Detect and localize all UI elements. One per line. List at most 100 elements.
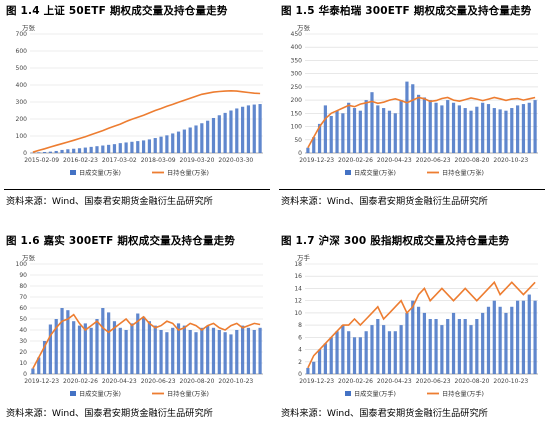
legend-label: 日成交量(万张)	[79, 169, 121, 177]
y-tick-label: 90	[19, 272, 27, 279]
volume-bar	[463, 108, 467, 153]
volume-bar	[235, 108, 239, 153]
volume-bar	[475, 319, 479, 374]
y-tick-label: 50	[294, 137, 302, 144]
x-tick-label: 2019-12-23	[299, 378, 334, 385]
y-tick-label: 14	[294, 285, 302, 292]
volume-bar	[364, 331, 368, 374]
x-tick-label: 2020-06-23	[416, 157, 451, 164]
x-tick-label: 2020-08-20	[455, 378, 490, 385]
volume-bar	[124, 142, 128, 153]
volume-bar	[206, 325, 210, 374]
volume-bar	[176, 131, 181, 153]
volume-bar	[66, 149, 70, 153]
volume-bar	[241, 325, 245, 374]
volume-bar	[498, 109, 502, 153]
volume-bar	[77, 148, 82, 153]
y-tick-label: 350	[291, 57, 303, 64]
volume-bar	[95, 319, 99, 374]
x-tick-label: 2020-06-23	[416, 378, 451, 385]
volume-bar	[323, 105, 327, 153]
y-tick-label: 2	[298, 359, 302, 366]
volume-bar	[422, 312, 427, 374]
y-tick-label: 100	[291, 124, 303, 131]
x-tick-label: 2020-02-26	[338, 378, 373, 385]
y-tick-label: 0	[23, 150, 27, 157]
chart-panel-1: 图 1.4 上证 50ETF 期权成交量及持仓量走势 万张 0 100 200 300 4…	[0, 0, 275, 210]
y-tick-label: 60	[19, 305, 27, 312]
volume-bar	[211, 327, 216, 374]
y-tick-label: 18	[294, 261, 302, 268]
volume-bar	[347, 331, 351, 374]
volume-bar	[153, 138, 157, 153]
volume-bar	[510, 108, 514, 153]
volume-bar	[504, 312, 508, 374]
volume-bar	[516, 300, 520, 374]
volume-bar	[159, 330, 163, 374]
volume-bar	[217, 115, 221, 153]
volume-bar	[83, 147, 87, 153]
volume-bar	[37, 152, 41, 153]
y-tick-label: 300	[16, 99, 28, 106]
y-tick-label: 300	[291, 71, 303, 78]
volume-bar	[246, 105, 251, 153]
volume-bar	[341, 325, 345, 374]
volume-bar	[252, 104, 256, 153]
volume-bar	[312, 137, 316, 153]
volume-bar	[60, 308, 64, 374]
legend-swatch-bar	[345, 170, 351, 175]
y-tick-label: 150	[291, 110, 303, 117]
volume-bar	[229, 110, 233, 153]
legend-label: 日成交量(万手)	[354, 390, 396, 398]
source-note: 资料来源：Wind、国泰君安期货金融衍生品研究所	[6, 196, 213, 207]
volume-bar	[393, 331, 397, 374]
volume-bar	[440, 105, 444, 153]
volume-bar	[141, 316, 146, 374]
x-tick-label: 2016-02-23	[63, 157, 98, 164]
y-tick-label: 10	[294, 310, 302, 317]
volume-bar	[101, 145, 105, 153]
y-axis-unit: 万张	[297, 23, 311, 32]
y-tick-label: 200	[16, 116, 28, 123]
chart-title: 图 1.4 上证 50ETF 期权成交量及持仓量走势	[6, 5, 228, 17]
volume-bar	[54, 150, 58, 153]
x-tick-label: 2020-04-23	[102, 378, 137, 385]
volume-bar	[317, 349, 322, 374]
volume-bar	[171, 327, 175, 374]
volume-bar	[200, 327, 204, 374]
y-tick-label: 4	[298, 347, 302, 354]
y-tick-label: 12	[294, 298, 302, 305]
volume-bar	[463, 319, 467, 374]
volume-bar	[411, 300, 415, 374]
volume-bar	[101, 308, 105, 374]
volume-bar	[399, 325, 403, 374]
volume-bar	[533, 100, 537, 153]
chart-svg: 万手 0 2 4 6 8 10 12 14 16 18 2019-12-23 2020-02-26 202…	[294, 253, 538, 398]
volume-bar	[376, 319, 380, 374]
volume-bar	[358, 110, 362, 153]
volume-bar	[194, 125, 198, 153]
y-tick-label: 100	[16, 133, 28, 140]
y-tick-label: 100	[16, 261, 28, 268]
volume-bar	[217, 330, 221, 374]
volume-bar	[317, 123, 322, 153]
chart-title: 图 1.7 沪深 300 股指期权成交量及持仓量走势	[281, 235, 510, 247]
volume-bar	[428, 319, 432, 374]
y-tick-label: 80	[19, 283, 27, 290]
y-tick-label: 600	[16, 48, 28, 55]
volume-bar	[521, 104, 526, 153]
y-tick-label: 16	[294, 273, 302, 280]
chart-title: 图 1.5 华泰柏瑞 300ETF 期权成交量及持仓量走势	[281, 5, 532, 17]
volume-bar	[223, 332, 227, 374]
volume-bar	[428, 100, 432, 153]
x-tick-label: 2020-06-23	[141, 378, 176, 385]
volume-bar	[241, 106, 245, 153]
volume-bar	[312, 361, 316, 374]
chart-panel-4: 图 1.7 沪深 300 股指期权成交量及持仓量走势 万手 0 2 4 6 8 10 12 14…	[275, 210, 550, 420]
legend-label: 日持仓量(万手)	[442, 390, 484, 398]
volume-bar	[258, 327, 262, 374]
volume-bar	[31, 368, 35, 374]
y-tick-label: 0	[23, 371, 27, 378]
x-tick-label: 2020-02-26	[338, 157, 373, 164]
volume-bar	[446, 100, 450, 153]
